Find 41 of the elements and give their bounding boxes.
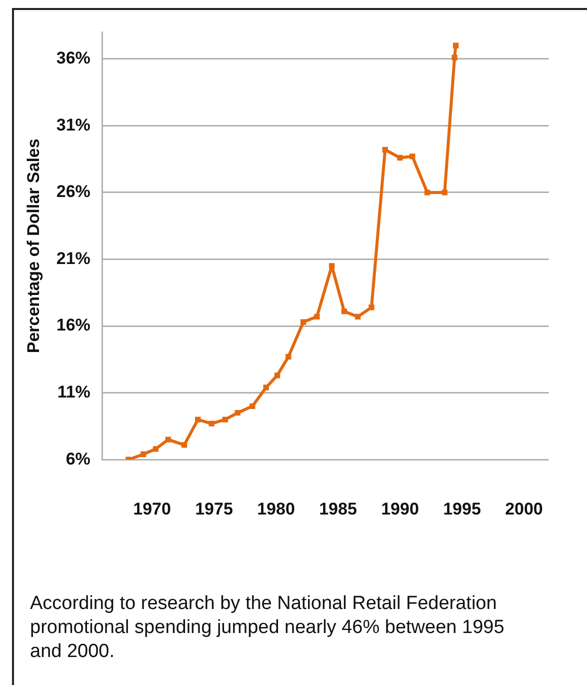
x-tick-label: 1995 (443, 499, 481, 518)
y-tick-label: 31% (56, 115, 90, 134)
point (314, 314, 320, 320)
point (165, 436, 171, 442)
point (341, 308, 348, 314)
text: According to research by the National Retail Federation promotional spending jumped nearly 46% between 1995 and 2000. (30, 592, 506, 664)
point (234, 410, 240, 416)
point (452, 54, 458, 60)
x-tick-label: 1975 (195, 499, 233, 518)
point (397, 154, 403, 161)
y-tick-label: 21% (56, 248, 90, 268)
x-tick-label: 1990 (381, 499, 419, 518)
point (355, 314, 361, 320)
y-tick-label: 26% (56, 182, 90, 202)
point (208, 420, 214, 426)
point (382, 146, 388, 153)
y-tick-label: 16% (56, 316, 90, 335)
point (195, 416, 201, 422)
point (274, 372, 280, 378)
point (452, 42, 459, 48)
point (424, 190, 430, 196)
point (368, 304, 374, 310)
y-tick-label: 6% (66, 449, 90, 468)
x-tick-label: 1970 (133, 499, 171, 518)
y-axis-title: Percentage of Dollar Sales (24, 138, 43, 354)
x-tick-label: 1985 (319, 499, 357, 518)
point (263, 384, 269, 390)
x-tick-label: 1980 (257, 499, 295, 518)
x-tick-label: 2000 (505, 499, 543, 518)
point (442, 190, 448, 196)
y-tick-label: 36% (56, 48, 90, 68)
point (328, 263, 335, 269)
point (300, 319, 306, 325)
point (286, 354, 292, 360)
point (250, 403, 256, 410)
point (410, 154, 416, 160)
point (222, 416, 228, 422)
point (140, 451, 146, 458)
point (152, 446, 159, 452)
point (181, 442, 188, 448)
y-tick-label: 11% (57, 382, 90, 402)
